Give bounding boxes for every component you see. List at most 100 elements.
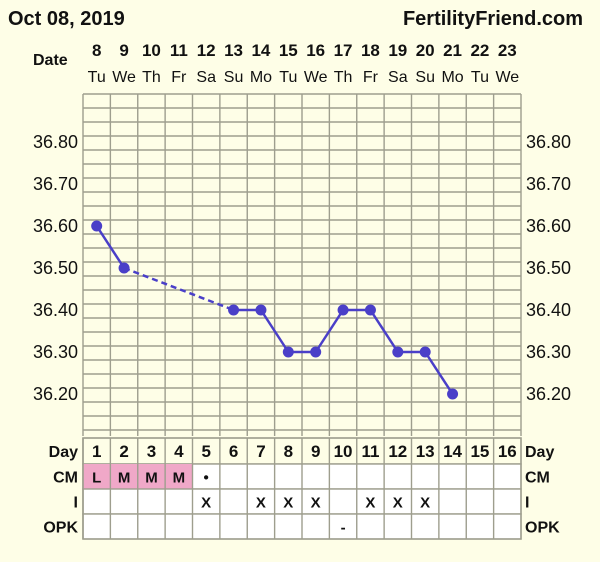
day-cell: 12: [388, 442, 407, 461]
cm-highlight: [165, 464, 193, 489]
i-cell: X: [283, 495, 293, 512]
day-cell: 2: [119, 442, 128, 461]
date-label: 13: [224, 41, 243, 60]
weekday-label: Tu: [471, 69, 489, 86]
temperature-point: [392, 346, 404, 358]
day-cell: 11: [361, 442, 379, 461]
weekday-label: We: [495, 69, 519, 86]
cm-cell: •: [204, 470, 209, 487]
y-tick-label-right: 36.20: [526, 384, 571, 404]
day-cell: 8: [284, 442, 293, 461]
temperature-point: [310, 346, 322, 358]
weekday-label: Sa: [388, 69, 408, 86]
cm-cell: L: [92, 470, 101, 487]
weekday-label: Th: [142, 69, 161, 86]
date-label: 17: [334, 41, 353, 60]
date-label: 18: [361, 41, 380, 60]
y-tick-label-left: 36.20: [33, 384, 78, 404]
weekday-label: Mo: [250, 69, 272, 86]
y-tick-label-right: 36.50: [526, 258, 571, 278]
weekday-label: Tu: [88, 69, 106, 86]
cm-highlight: [110, 464, 138, 489]
series-segment: [314, 309, 345, 353]
weekday-label: Sa: [196, 69, 216, 86]
y-tick-label-right: 36.70: [526, 174, 571, 194]
date-label: 10: [142, 41, 161, 60]
cm-cell: M: [173, 470, 186, 487]
y-tick-label-right: 36.40: [526, 300, 571, 320]
i-cell: X: [393, 495, 403, 512]
y-tick-label-left: 36.50: [33, 258, 78, 278]
i-cell: X: [201, 495, 211, 512]
i-row-label-left: I: [74, 495, 78, 512]
temperature-point: [91, 220, 103, 232]
temperature-point: [364, 304, 376, 316]
date-label: 21: [443, 41, 462, 60]
temperature-point: [255, 304, 267, 316]
opk-cell: -: [341, 520, 346, 537]
day-cell: 6: [229, 442, 238, 461]
weekday-label: Tu: [279, 69, 297, 86]
weekday-label: Su: [224, 69, 244, 86]
day-cell: 4: [174, 442, 184, 461]
date-label: 12: [197, 41, 216, 60]
cm-row-label-right: CM: [525, 470, 550, 487]
temperature-point: [228, 304, 240, 316]
cm-cell: M: [145, 470, 158, 487]
axis-labels: 8 Tu 9 We 10 Th 11 Fr 12 Sa 13 Su 14 Mo 15 Tu 16 We 17 Th 18…: [33, 41, 571, 404]
i-cell: X: [311, 495, 321, 512]
series-segment: [424, 351, 454, 395]
opk-row-label-right: OPK: [525, 520, 560, 537]
weekday-label: Su: [415, 69, 435, 86]
date-row-label: Date: [33, 52, 68, 69]
temperature-point: [447, 388, 459, 400]
day-cell: 1: [92, 442, 101, 461]
cm-row-label-left: CM: [53, 470, 78, 487]
date-label: 19: [388, 41, 407, 60]
site-name: FertilityFriend.com: [403, 8, 583, 30]
i-row-label-right: I: [525, 495, 529, 512]
day-cell: 14: [443, 442, 462, 461]
weekday-label: We: [112, 69, 136, 86]
series-segment: [259, 309, 290, 353]
date-label: 11: [170, 41, 188, 60]
y-tick-label-left: 36.30: [33, 342, 78, 362]
y-tick-label-right: 36.30: [526, 342, 571, 362]
date-label: 14: [251, 41, 270, 60]
table-border: [82, 437, 522, 540]
weekday-label: We: [304, 69, 328, 86]
day-cell: 3: [147, 442, 156, 461]
date-label: 20: [416, 41, 435, 60]
date-label: 16: [306, 41, 325, 60]
day-cell: 15: [470, 442, 489, 461]
day-cell: 5: [201, 442, 210, 461]
weekday-label: Mo: [441, 69, 463, 86]
day-cell: 16: [498, 442, 517, 461]
temperature-series: [91, 220, 459, 400]
day-row-label-left: Day: [49, 444, 78, 461]
date-label: 23: [498, 41, 517, 60]
grid: [82, 93, 522, 436]
y-tick-label-right: 36.80: [526, 132, 571, 152]
day-cell: 13: [416, 442, 435, 461]
temperature-point: [282, 346, 294, 358]
i-cell: X: [365, 495, 375, 512]
weekday-label: Fr: [363, 69, 379, 86]
temperature-point: [337, 304, 349, 316]
i-cell: X: [256, 495, 266, 512]
y-tick-label-right: 36.60: [526, 216, 571, 236]
day-row-label-right: Day: [525, 444, 554, 461]
cm-cell: M: [118, 470, 131, 487]
date-label: 8: [92, 41, 101, 60]
y-tick-label-left: 36.40: [33, 300, 78, 320]
cm-highlight: [83, 464, 111, 489]
series-segment: [369, 309, 399, 353]
y-tick-label-left: 36.60: [33, 216, 78, 236]
date-label: 22: [470, 41, 489, 60]
cm-highlight: [137, 464, 166, 489]
weekday-label: Fr: [171, 69, 187, 86]
day-cell: 9: [311, 442, 320, 461]
chart-date: Oct 08, 2019: [8, 8, 125, 30]
